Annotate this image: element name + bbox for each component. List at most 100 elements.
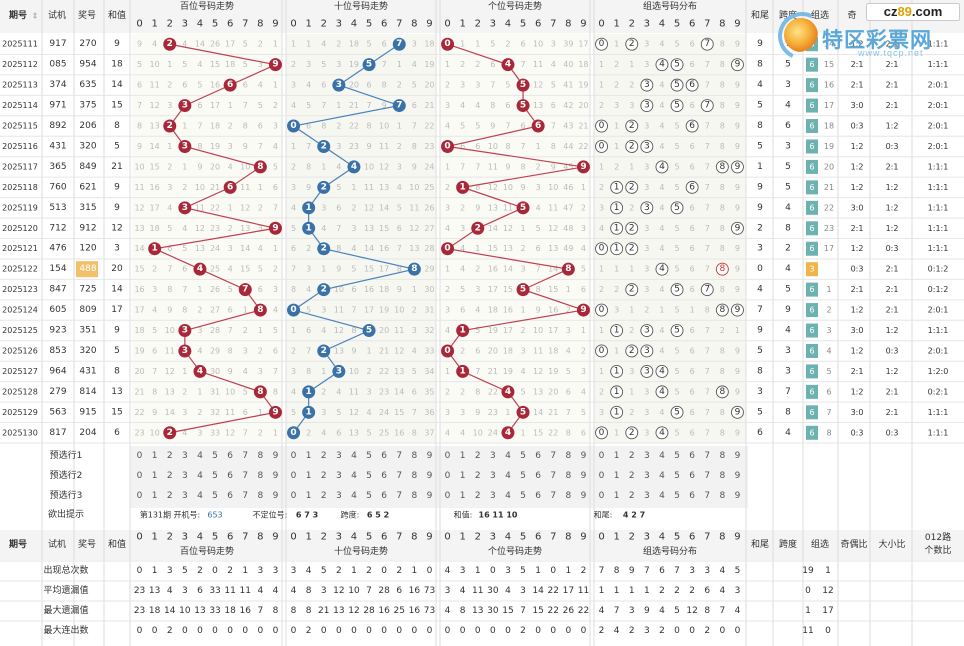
- footer-mod012: 012路: [925, 531, 951, 543]
- header-digit-h-3: 3: [182, 19, 188, 30]
- group-miss-value: 1: [599, 265, 604, 274]
- group-miss-value: 4: [659, 285, 664, 294]
- miss-value-t: 5: [412, 81, 417, 90]
- stat-group-b: 17: [822, 606, 833, 616]
- miss-value-t: 9: [351, 346, 356, 355]
- miss-value-u: 40: [563, 60, 573, 69]
- trend-ball-label: 1: [152, 244, 158, 254]
- group-ball-label: 2: [629, 141, 635, 151]
- miss-value-h: 1: [243, 306, 248, 315]
- miss-value-u: 7: [566, 408, 571, 417]
- group-ball-label: 7: [704, 285, 710, 295]
- preselect-digit: 8: [411, 451, 417, 461]
- miss-value-t: 6: [321, 81, 326, 90]
- preselect-digit: 6: [535, 471, 541, 481]
- stat-label: 最大遗漏值: [43, 604, 88, 616]
- row-prize: 809: [79, 305, 96, 315]
- group-ball-1: [610, 324, 624, 337]
- header-digit-g-4: 4: [659, 19, 665, 30]
- miss-value-h: 4: [167, 203, 172, 212]
- group-miss-value: 4: [659, 142, 664, 151]
- miss-value-t: 6: [336, 428, 341, 437]
- preselect-digit: 8: [411, 471, 417, 481]
- footer-digit: 6: [689, 532, 695, 543]
- miss-value-u: 6: [490, 60, 495, 69]
- group-ball-0: [595, 426, 608, 440]
- header-digit-u-2: 2: [475, 19, 481, 30]
- stat-value: 0: [550, 566, 556, 576]
- miss-value-h: 1: [228, 203, 233, 212]
- miss-value-t: 29: [424, 265, 434, 274]
- stat-value: 22: [578, 606, 589, 616]
- group-ball-label: 4: [659, 60, 665, 70]
- row-test: 513: [49, 203, 66, 213]
- row-sum: 14: [111, 80, 123, 90]
- miss-value-u: 2: [521, 244, 526, 253]
- miss-value-h: 6: [258, 285, 263, 294]
- row-sum: 15: [111, 101, 122, 111]
- row-odd-even: 0:3: [851, 265, 864, 274]
- stat-value: 1: [599, 586, 605, 596]
- group-ball-label: 9: [735, 223, 741, 233]
- row-odd-even: 2:1: [851, 60, 864, 69]
- miss-value-h: 10: [134, 162, 144, 171]
- miss-value-t: 3: [321, 203, 326, 212]
- miss-value-t: 2: [397, 81, 402, 90]
- miss-value-h: 11: [134, 183, 144, 192]
- miss-value-t: 17: [379, 265, 389, 274]
- miss-value-u: 14: [488, 224, 498, 233]
- stat-value: 5: [182, 566, 188, 576]
- trend-ball-t: [287, 303, 301, 317]
- row-group-type: 6: [809, 101, 814, 110]
- group-badge: [806, 57, 818, 72]
- stat-value: 2: [599, 626, 605, 636]
- site-logo[interactable]: cz89.com 特区彩票网 www.tqcp.net: [771, 0, 964, 67]
- miss-value-u: 1: [445, 60, 450, 69]
- trend-ball-h: [178, 324, 192, 338]
- group-miss-value: 3: [599, 408, 604, 417]
- miss-value-h: 9: [167, 306, 172, 315]
- miss-value-h: 6: [182, 81, 187, 90]
- group-ball-1: [610, 385, 624, 399]
- trend-ball-label: 0: [290, 121, 296, 131]
- trend-ball-label: 2: [321, 285, 327, 295]
- miss-value-t: 4: [306, 81, 311, 90]
- miss-value-u: 6: [460, 142, 465, 151]
- group-miss-value: 3: [629, 367, 634, 376]
- preselect-digit: 8: [411, 491, 417, 501]
- stat-value: 28: [378, 586, 390, 596]
- stat-value: 6: [396, 586, 402, 596]
- stat-value: 0: [411, 626, 417, 636]
- preselect-digit: 2: [167, 451, 173, 461]
- stat-value: 0: [460, 626, 466, 636]
- footer-digit: 4: [197, 532, 203, 543]
- trend-ball-label: 1: [460, 366, 466, 376]
- group-ball-label: 6: [689, 80, 695, 90]
- group-miss-value: 5: [675, 346, 680, 355]
- header-digit-g-0: 0: [598, 19, 604, 30]
- group-ball-label: 5: [674, 101, 680, 111]
- row-odd-even: 3:0: [851, 326, 864, 335]
- footer-test: 试机: [48, 538, 66, 550]
- miss-value-h: 7: [273, 367, 278, 376]
- miss-value-h: 8: [273, 387, 278, 396]
- preselect-digit: 1: [306, 491, 312, 501]
- hint-unfixed-value: 6 7 3: [296, 511, 318, 520]
- miss-value-t: 1: [291, 40, 296, 49]
- miss-value-u: 5: [581, 408, 586, 417]
- miss-value-t: 6: [367, 81, 372, 90]
- row-big-small: 1:2: [886, 203, 899, 212]
- trend-ball-h: [163, 119, 177, 133]
- miss-value-u: 16: [488, 265, 498, 274]
- stat-group-b: 0: [825, 626, 831, 636]
- row-span: 3: [785, 366, 791, 376]
- group-miss-value: 3: [644, 40, 649, 49]
- miss-value-t: 11: [364, 183, 374, 192]
- stat-value: 0: [227, 626, 233, 636]
- stat-value: 4: [614, 626, 620, 636]
- stat-value: 7: [644, 566, 650, 576]
- header-digit-t-9: 9: [426, 19, 432, 30]
- row-big-small: 2:1: [886, 40, 899, 49]
- group-miss-value: 7: [705, 203, 710, 212]
- miss-value-u: 4: [460, 244, 465, 253]
